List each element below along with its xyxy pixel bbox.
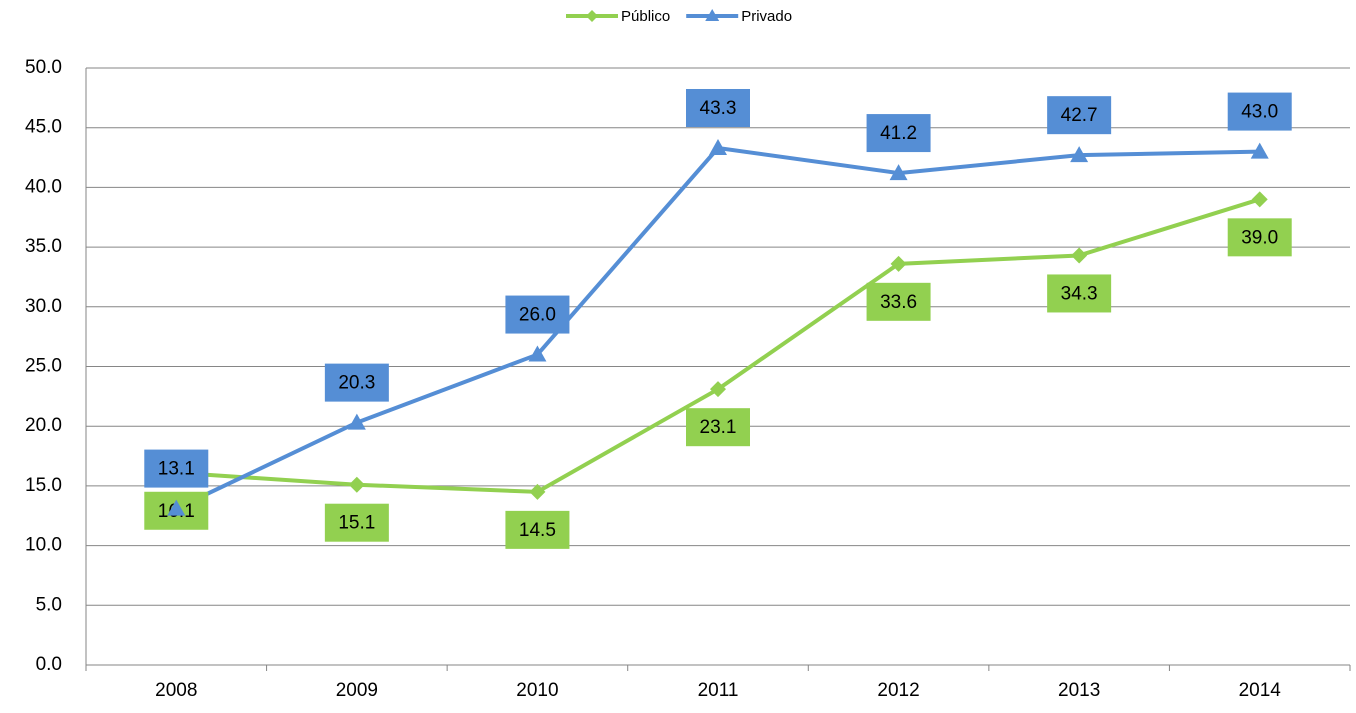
data-label: 42.7 bbox=[1061, 105, 1098, 126]
x-tick-label: 2013 bbox=[1058, 680, 1100, 701]
data-label: 20.3 bbox=[338, 373, 375, 394]
y-tick-label: 35.0 bbox=[25, 236, 62, 257]
y-tick-label: 50.0 bbox=[25, 57, 62, 78]
x-tick-label: 2014 bbox=[1239, 680, 1282, 701]
y-tick-label: 20.0 bbox=[25, 415, 62, 436]
x-tick-label: 2011 bbox=[698, 680, 739, 701]
y-tick-label: 10.0 bbox=[25, 535, 62, 556]
y-tick-label: 45.0 bbox=[25, 117, 62, 138]
x-tick-label: 2008 bbox=[155, 680, 197, 701]
data-label: 43.3 bbox=[700, 98, 737, 119]
data-label: 34.3 bbox=[1061, 283, 1098, 304]
point bbox=[1252, 191, 1268, 207]
series-line bbox=[176, 148, 1259, 509]
point bbox=[349, 477, 365, 493]
point bbox=[1071, 247, 1087, 263]
x-tick-label: 2012 bbox=[877, 680, 919, 701]
data-label: 14.5 bbox=[519, 520, 556, 541]
y-tick-label: 5.0 bbox=[36, 594, 62, 615]
legend-marker bbox=[586, 10, 598, 22]
data-label: 39.0 bbox=[1241, 227, 1278, 248]
y-tick-label: 0.0 bbox=[36, 654, 62, 675]
chart: 0.0 5.0 10.0 15.0 20.0 25.0 30.0 35.0 40.0 45.0 50… bbox=[0, 0, 1356, 713]
data-label: 41.2 bbox=[880, 123, 917, 144]
series-line bbox=[176, 199, 1259, 492]
data-label: 23.1 bbox=[700, 417, 737, 438]
y-tick-label: 25.0 bbox=[25, 356, 62, 377]
data-label: 26.0 bbox=[519, 305, 556, 326]
y-tick-label: 15.0 bbox=[25, 475, 62, 496]
x-tick-label: 2010 bbox=[516, 680, 558, 701]
y-tick-label: 40.0 bbox=[25, 176, 62, 197]
data-label: 43.0 bbox=[1241, 102, 1278, 123]
legend-label: Público bbox=[621, 8, 670, 25]
x-tick-label: 2009 bbox=[336, 680, 378, 701]
data-label: 33.6 bbox=[880, 292, 917, 313]
data-label: 15.1 bbox=[338, 513, 375, 534]
legend-label: Privado bbox=[741, 8, 792, 25]
y-tick-label: 30.0 bbox=[25, 296, 62, 317]
data-label: 13.1 bbox=[158, 459, 195, 480]
